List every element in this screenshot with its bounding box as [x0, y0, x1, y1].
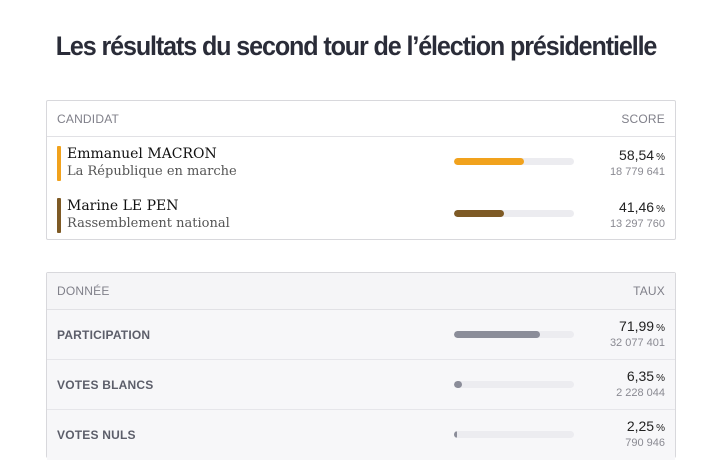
data-label: VOTES BLANCS: [57, 378, 154, 392]
rate-percent-value: 6,35: [626, 368, 655, 384]
percent-unit: %: [656, 204, 665, 215]
rate-bar-fill: [454, 381, 462, 388]
score-column-header: SCORE: [621, 111, 665, 126]
score-percent-value: 41,46: [619, 199, 655, 215]
score-bar-track: [454, 158, 574, 165]
candidates-table: CANDIDAT SCORE Emmanuel MACRON La Républ…: [46, 100, 676, 240]
data-row-participation: PARTICIPATION 71,99% 32 077 401: [47, 310, 675, 360]
data-count: 790 946: [625, 437, 665, 449]
candidates-table-header: CANDIDAT SCORE: [47, 101, 675, 137]
percent-unit: %: [656, 323, 665, 334]
score-bar-track: [454, 210, 574, 217]
data-column-header: DONNÉE: [57, 284, 110, 298]
percent-unit: %: [656, 373, 665, 384]
rate-column-header: TAUX: [633, 284, 665, 298]
candidate-color-marker: [57, 146, 61, 181]
rate-bar-track: [454, 331, 574, 338]
data-row-blank-votes: VOTES BLANCS 6,35% 2 228 044: [47, 360, 675, 410]
candidate-party: Rassemblement national: [67, 216, 230, 231]
candidate-row: Marine LE PEN Rassemblement national 41,…: [47, 189, 675, 241]
rate-percent-value: 71,99: [619, 318, 655, 334]
candidate-column-header: CANDIDAT: [57, 111, 120, 126]
candidate-color-marker: [57, 198, 61, 233]
data-label: PARTICIPATION: [57, 328, 151, 342]
data-count: 32 077 401: [609, 337, 665, 349]
rate-bar-fill: [454, 331, 541, 338]
score-percent: 41,46%: [619, 199, 665, 215]
data-count: 2 228 044: [616, 387, 665, 399]
rate-bar-fill: [454, 431, 457, 438]
rate-percent: 2,25%: [627, 418, 665, 434]
score-percent-value: 58,54: [619, 147, 655, 163]
score-bar-fill: [454, 210, 504, 217]
rate-percent: 71,99%: [619, 318, 665, 334]
data-label: VOTES NULS: [57, 428, 136, 442]
score-percent: 58,54%: [619, 147, 665, 163]
candidate-row: Emmanuel MACRON La République en marche …: [47, 137, 675, 189]
rate-bar-track: [454, 381, 574, 388]
vote-count: 18 779 641: [609, 166, 665, 178]
data-row-null-votes: VOTES NULS 2,25% 790 946: [47, 410, 675, 460]
candidate-name: Marine LE PEN: [67, 198, 179, 214]
page-title: Les résultats du second tour de l’électi…: [55, 31, 658, 61]
rate-bar-track: [454, 431, 574, 438]
turnout-table-header: DONNÉE TAUX: [47, 273, 675, 310]
score-bar-fill: [454, 158, 525, 165]
percent-unit: %: [656, 423, 665, 434]
rate-percent-value: 2,25: [626, 418, 655, 434]
candidate-party: La République en marche: [67, 164, 237, 179]
rate-percent: 6,35%: [627, 368, 665, 384]
percent-unit: %: [656, 152, 665, 163]
turnout-table: DONNÉE TAUX PARTICIPATION 71,99% 32 077 …: [46, 272, 676, 460]
vote-count: 13 297 760: [609, 218, 665, 230]
candidate-name: Emmanuel MACRON: [67, 146, 217, 162]
